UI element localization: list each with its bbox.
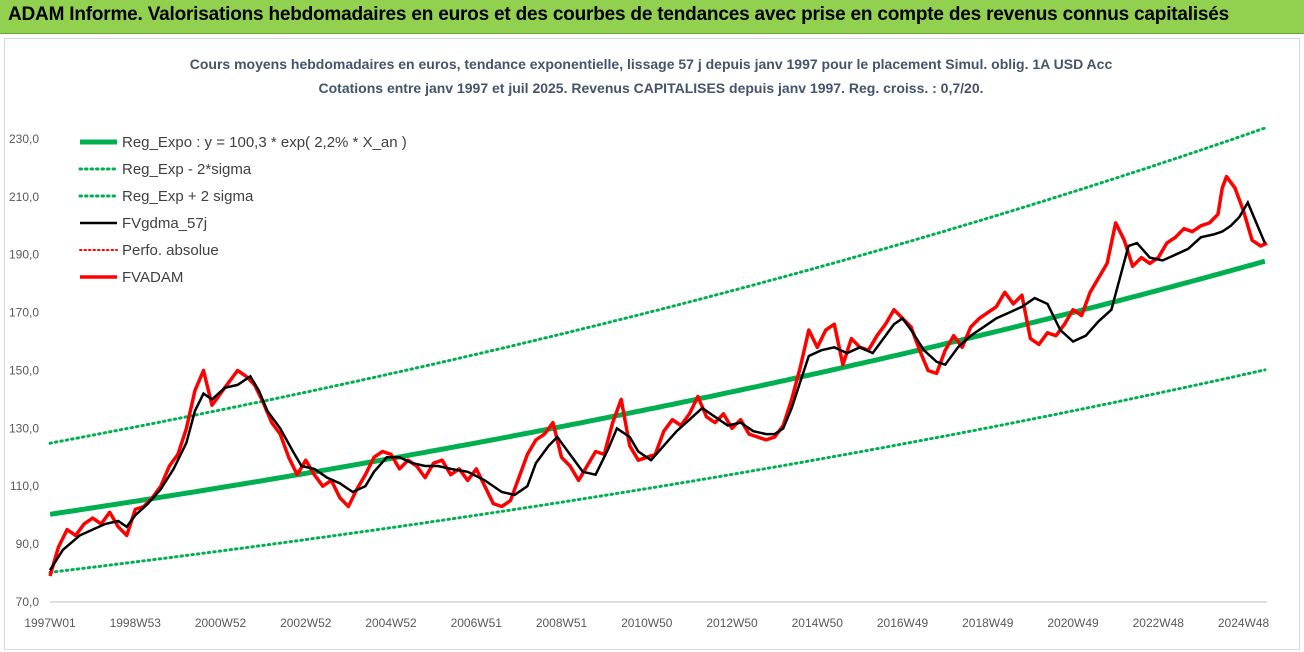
series-line-fvadam [48, 174, 1268, 577]
x-tick-label: 2006W51 [451, 616, 503, 630]
legend-label: Perfo. absolue [122, 242, 219, 259]
x-tick-label: 2024W48 [1218, 616, 1270, 630]
x-axis-ticks: 1997W01 1998W53 2000W52 2002W52 2004W52 2006W… [24, 616, 1269, 630]
series-layer [48, 126, 1268, 577]
x-tick-label: 2020W49 [1047, 616, 1099, 630]
legend-label: Reg_Exp - 2*sigma [122, 161, 252, 178]
y-tick-label: 170,0 [9, 306, 39, 320]
series-line-fvgdma-57j [48, 199, 1267, 571]
y-tick-label: 130,0 [9, 421, 39, 435]
x-tick-label: 2014W50 [792, 616, 844, 630]
x-tick-label: 2022W48 [1133, 616, 1185, 630]
x-tick-label: 2010W50 [621, 616, 673, 630]
series-line-reg-expo-y-100-3-exp-2-2-x-an [49, 258, 1266, 517]
x-tick-label: 2004W52 [365, 616, 417, 630]
legend: Reg_Expo : y = 100,3 * exp( 2,2% * X_an … [78, 134, 407, 286]
y-tick-label: 70,0 [16, 595, 40, 609]
x-tick-label: 2012W50 [706, 616, 758, 630]
y-tick-label: 210,0 [9, 190, 39, 204]
x-tick-label: 1998W53 [110, 616, 162, 630]
y-tick-label: 110,0 [10, 479, 39, 493]
x-tick-label: 2000W52 [195, 616, 247, 630]
chart-subtitle: Cotations entre janv 1997 et juil 2025. … [319, 80, 984, 96]
legend-label: FVADAM [122, 269, 183, 286]
legend-label: Reg_Expo : y = 100,3 * exp( 2,2% * X_an … [122, 134, 407, 151]
chart-frame [4, 38, 1300, 650]
x-tick-label: 2008W51 [536, 616, 588, 630]
x-tick-label: 1997W01 [24, 616, 76, 630]
y-tick-label: 90,0 [16, 537, 40, 551]
y-tick-label: 190,0 [9, 248, 39, 262]
title-banner: ADAM Informe. Valorisations hebdomadaire… [0, 0, 1304, 34]
page-title: ADAM Informe. Valorisations hebdomadaire… [8, 4, 1230, 25]
y-tick-label: 150,0 [9, 363, 39, 377]
legend-label: FVgdma_57j [122, 215, 207, 232]
x-tick-label: 2018W49 [962, 616, 1014, 630]
series-line-reg-exp-2-sigma [48, 126, 1267, 445]
chart-title: Cours moyens hebdomadaires en euros, ten… [190, 56, 1113, 72]
y-tick-label: 230,0 [9, 132, 39, 146]
series-line-reg-exp-2-sigma [48, 368, 1267, 574]
x-tick-label: 2002W52 [280, 616, 332, 630]
y-axis-ticks: 70,0 90,0 110,0 130,0 150,0 170,0 190,0 210,0 23… [9, 132, 39, 609]
legend-label: Reg_Exp + 2 sigma [122, 188, 254, 205]
x-tick-label: 2016W49 [877, 616, 929, 630]
